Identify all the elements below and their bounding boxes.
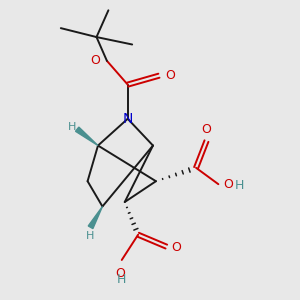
Text: O: O: [172, 241, 182, 254]
Text: O: O: [91, 54, 100, 67]
Polygon shape: [76, 127, 98, 146]
Polygon shape: [88, 206, 102, 229]
Text: H: H: [86, 231, 95, 241]
Text: N: N: [122, 112, 133, 126]
Text: H: H: [117, 273, 127, 286]
Text: O: O: [165, 69, 175, 82]
Text: H: H: [68, 122, 76, 132]
Text: O: O: [224, 178, 234, 191]
Text: O: O: [115, 266, 125, 280]
Text: O: O: [202, 123, 212, 136]
Text: H: H: [235, 179, 244, 192]
